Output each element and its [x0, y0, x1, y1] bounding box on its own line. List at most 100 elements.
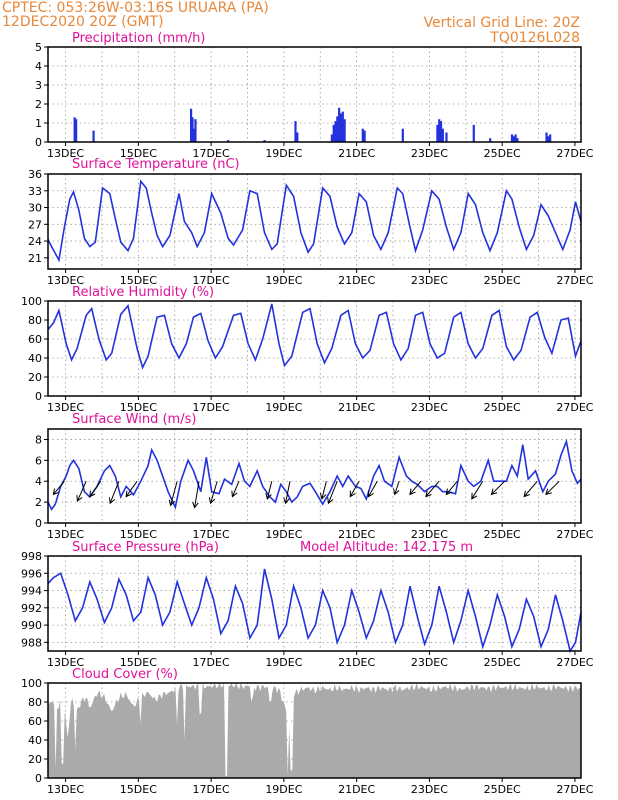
precip-bar [341, 111, 344, 142]
x-tick-label: 25DEC [484, 783, 521, 796]
precip-bar [439, 121, 443, 142]
wind-arrow-head [192, 501, 199, 509]
temp-frame [47, 173, 582, 270]
wind-arrow-head [89, 490, 96, 498]
precip-bar [294, 121, 297, 142]
x-tick-label: 21DEC [338, 147, 375, 160]
wind-arrow [327, 481, 338, 504]
temperature-title: Surface Temperature (nC) [72, 157, 240, 172]
x-tick-label: 21DEC [338, 528, 375, 541]
x-tick-label: 27DEC [556, 147, 593, 160]
x-tick-label: 23DEC [411, 274, 448, 287]
y-tick-label: 5 [35, 41, 42, 54]
y-tick-label: 2 [35, 98, 42, 111]
wind-arrow-head [367, 490, 374, 498]
wind-panel: Surface Wind (m/s) 0 2 4 6 8 13DEC 15DEC 17DEC 1… [35, 412, 594, 541]
y-tick-label: 80 [28, 314, 42, 327]
cloud-frame [47, 682, 582, 779]
y-tick-label: 100 [21, 677, 42, 690]
wind-arrow-head [125, 490, 132, 498]
y-tick-label: 3 [35, 79, 42, 92]
temp-series-line [47, 179, 582, 263]
cloud-cover-panel: Cloud Cover (%) 0 20 40 60 80 100 13DEC 15DEC 17… [21, 667, 594, 796]
x-tick-label: 19DEC [265, 656, 302, 669]
pres-frame [47, 555, 582, 652]
wind-arrow [285, 481, 291, 504]
precip-bar [512, 136, 515, 142]
y-tick-label: 27 [28, 218, 42, 231]
rh-series-line [47, 303, 582, 370]
precip-bar [361, 128, 364, 142]
precip-bar [438, 119, 441, 142]
wind-plot: 0 2 4 6 8 13DEC 15DEC 17DEC 19DEC 21DEC 23DEC 25DEC… [35, 428, 594, 541]
header-model-id: TQ0126L028 [489, 30, 580, 46]
precip-bar [336, 116, 339, 142]
x-tick-label: 17DEC [193, 401, 230, 414]
wind-arrow [349, 480, 360, 497]
wind-arrow-head [445, 488, 453, 496]
wind-arrow-head [471, 492, 478, 500]
y-tick-label: 0 [35, 517, 42, 530]
precip-bar [545, 132, 548, 142]
wind-arrow [231, 481, 240, 497]
y-tick-label: 20 [28, 753, 42, 766]
wind-arrow [194, 481, 200, 508]
x-tick-label: 25DEC [484, 274, 521, 287]
precip-bar [343, 119, 346, 142]
x-tick-label: 13DEC [47, 528, 84, 541]
model-altitude-label: Model Altitude: 142.175 m [300, 540, 473, 555]
wind-arrow [425, 480, 440, 497]
x-tick-label: 19DEC [265, 528, 302, 541]
precip-bar [192, 128, 196, 142]
y-tick-label: 1 [35, 117, 42, 130]
precip-bar [332, 124, 335, 142]
x-tick-label: 27DEC [556, 528, 593, 541]
x-tick-label: 27DEC [556, 783, 593, 796]
x-tick-label: 23DEC [411, 147, 448, 160]
precip-bar [489, 138, 492, 142]
header: CPTEC: 053:26W-03:16S URUARA (PA) 12DEC2… [2, 0, 580, 46]
x-tick-label: 25DEC [484, 528, 521, 541]
y-tick-label: 40 [28, 352, 42, 365]
precip-bar [334, 121, 337, 142]
precip-bar [92, 130, 95, 142]
wind-arrow [409, 480, 422, 495]
precip-bar [436, 124, 439, 142]
wind-arrow-head [409, 488, 416, 496]
precipitation-plot: 0 1 2 3 4 5 13DEC 15DEC 17DEC 19DEC 21DEC 23DEC 25DE… [35, 41, 594, 160]
wind-arrow [545, 480, 560, 495]
x-tick-label: 19DEC [265, 401, 302, 414]
wind-arrow [368, 480, 378, 497]
y-tick-label: 20 [28, 371, 42, 384]
x-tick-label: 21DEC [338, 401, 375, 414]
precip-bar [510, 134, 514, 142]
precip-bar [296, 132, 299, 142]
x-tick-label: 23DEC [411, 401, 448, 414]
wind-arrow [266, 481, 273, 499]
y-tick-label: 0 [35, 136, 42, 149]
wind-arrow [170, 481, 178, 506]
humidity-title: Relative Humidity (%) [72, 285, 214, 300]
y-tick-label: 0 [35, 390, 42, 403]
precip-bar [227, 140, 230, 142]
wind-arrow [125, 480, 138, 497]
x-tick-label: 15DEC [120, 401, 157, 414]
cloud-cover-title: Cloud Cover (%) [72, 667, 178, 682]
wind-arrow [52, 480, 65, 495]
precip-bar [514, 134, 517, 142]
wind-arrow [89, 480, 102, 497]
wind-arrow [210, 481, 218, 504]
wind-arrow-head [108, 497, 116, 505]
y-tick-label: 36 [28, 168, 42, 181]
x-tick-label: 21DEC [338, 274, 375, 287]
pressure-plot: 988 990 992 994 996 998 13DEC 15DEC 17DEC 19DEC 21… [21, 550, 594, 669]
precip-bar [549, 134, 552, 142]
precip-bar [191, 117, 194, 142]
x-tick-label: 15DEC [120, 783, 157, 796]
y-tick-label: 990 [21, 619, 42, 632]
x-tick-label: 13DEC [47, 783, 84, 796]
pres-series-line [47, 568, 582, 654]
precip-bar [445, 132, 448, 142]
y-tick-label: 40 [28, 734, 42, 747]
precip-bar [189, 108, 193, 142]
